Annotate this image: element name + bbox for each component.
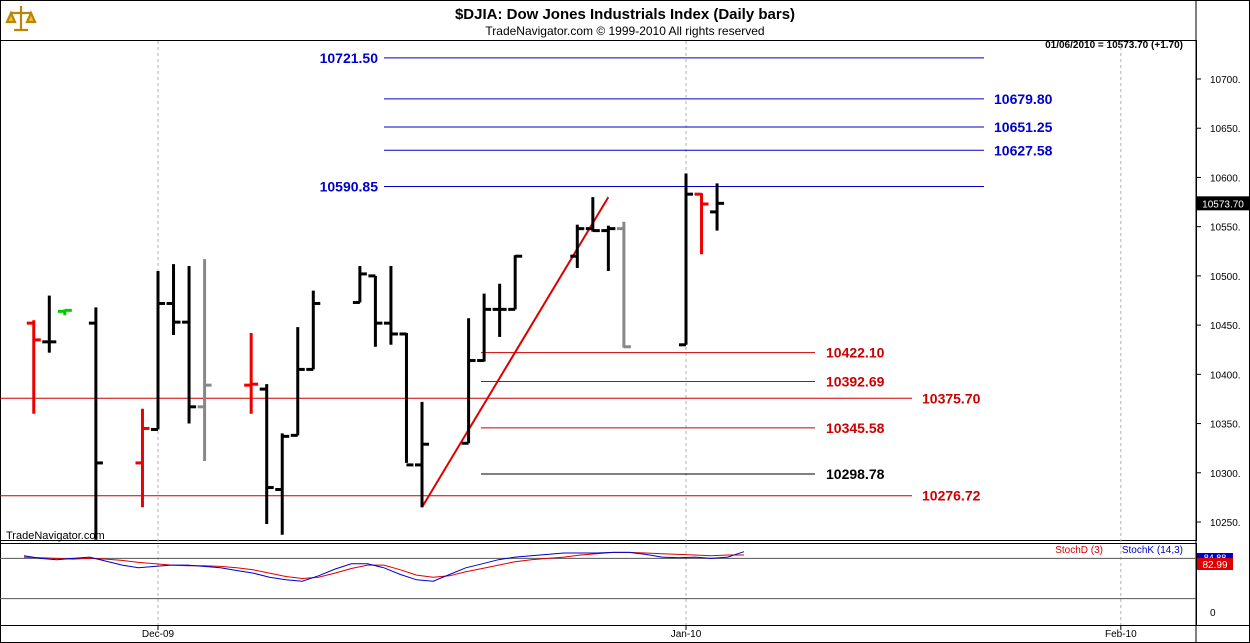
y-tick-label: 10650. [1210,124,1241,135]
ohlc-bar [570,224,585,269]
ohlc-bar [42,295,57,353]
y-tick-label: 10350. [1210,420,1241,431]
last-price-box [1197,196,1250,211]
x-tick-label: Jan-10 [671,629,702,640]
x-tick-label: Dec-09 [142,629,175,640]
level-label: 10345.58 [826,420,885,436]
ohlc-bar [244,332,259,414]
y-tick-label: 10600. [1210,173,1241,184]
ohlc-bar [135,408,150,508]
level-label: 10627.58 [994,142,1053,158]
ohlc-bar [383,266,398,345]
level-label: 10392.69 [826,374,885,390]
ohlc-bar [197,259,212,461]
watermark: TradeNavigator.com [6,530,105,542]
level-label: 10375.70 [922,390,981,406]
fib-levels: 10721.50 10679.80 10651.25 10627.58 10590.85… [0,50,1053,504]
ohlc-bar [259,384,274,524]
ohlc-bar [57,308,72,316]
y-tick-label: 10450. [1210,321,1241,332]
ohlc-bar [166,264,181,335]
ohlc-bar [151,270,165,431]
chart-subtitle: TradeNavigator.com © 1999-2010 All right… [485,24,764,38]
ohlc-bars [26,173,725,540]
level-label: 10590.85 [320,178,379,194]
last-price-label: 10573.70 [1202,199,1244,210]
y-tick-label: 10700. [1210,75,1241,86]
ohlc-bar [508,254,523,311]
ohlc-bar [290,327,305,437]
ohlc-bar [477,293,492,363]
stoch-legend-d: StochD (3) [1055,545,1103,556]
stochastic-panel: StochD (3)StochK (14,3)84.8882.990 [0,545,1233,619]
ohlc-bar [88,307,103,540]
ohlc-bar [694,192,709,255]
ohlc-bar [352,266,367,304]
date-axis: Dec-09 Jan-10 Feb-10 [142,625,1137,640]
ohlc-bar [585,197,600,233]
level-label: 10651.25 [994,119,1053,135]
ohlc-bar [461,318,476,445]
trade-navigator-logo-icon [4,4,38,34]
ohlc-bar [601,225,616,271]
ohlc-bar [679,173,693,347]
y-tick-label: 10550. [1210,223,1241,234]
ohlc-bar [616,221,631,349]
ohlc-bar [182,266,197,424]
level-label: 10422.10 [826,345,885,361]
x-tick-label: Feb-10 [1105,629,1137,640]
ohlc-bar [26,320,41,414]
y-tick-label: 10500. [1210,272,1241,283]
ohlc-bar [368,274,383,347]
ohlc-bar [399,332,414,467]
last-price-marker: 10573.70 [1197,196,1250,211]
level-label: 10721.50 [320,50,379,66]
stoch-k-value-box [1197,553,1233,562]
ohlc-bar [415,401,429,508]
stoch-d-value: 82.99 [1202,560,1227,571]
level-label: 10298.78 [826,466,885,482]
stoch-series-line [23,551,745,582]
y-tick-label: 10400. [1210,370,1241,381]
vertical-gridlines [157,41,1122,625]
chart-title: $DJIA: Dow Jones Industrials Index (Dail… [455,6,795,23]
stoch-legend-k: StochK (14,3) [1122,545,1183,556]
last-close-info: 01/06/2010 = 10573.70 (+1.70) [1045,40,1183,51]
y-tick-label: 10300. [1210,469,1241,480]
ohlc-bar [492,283,507,337]
level-label: 10679.80 [994,91,1053,107]
level-label: 10276.72 [922,488,981,504]
ohlc-bar [275,433,290,535]
ohlc-bar [710,183,725,231]
y-tick-label: 10250. [1210,518,1241,529]
stoch-y-tick-label: 0 [1210,608,1216,619]
stoch-d-value-box [1197,558,1233,570]
ohlc-bar [306,290,321,371]
price-axis: 10250. 10300. 10350. 10400. 10450. 10500. 1055… [1196,75,1241,529]
